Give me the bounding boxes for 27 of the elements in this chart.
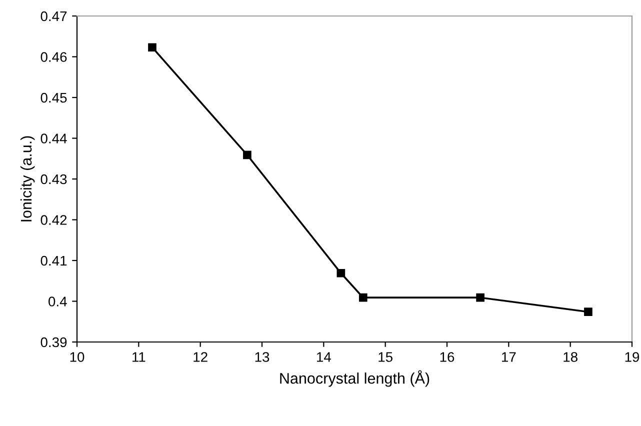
x-tick-label: 17 xyxy=(502,352,516,362)
y-tick-label: 0.39 xyxy=(40,337,67,348)
y-tick-label: 0.4 xyxy=(48,296,67,306)
point xyxy=(336,268,346,278)
y-tick-label: 0.43 xyxy=(40,174,67,184)
y-axis-title: Ionicity (a.u.) xyxy=(20,136,35,222)
x-tick-label: 15 xyxy=(378,352,392,362)
y-tick-label: 0.42 xyxy=(40,215,67,225)
point xyxy=(358,293,368,302)
y-tick-label: 0.41 xyxy=(40,256,67,266)
x-tick-label: 19 xyxy=(625,352,640,362)
y-tick-label: 0.44 xyxy=(40,134,67,144)
x-tick-label: 18 xyxy=(564,352,578,362)
point xyxy=(148,43,156,52)
x-tick-label: 11 xyxy=(132,352,146,362)
x-tick-label: 14 xyxy=(317,352,331,362)
point xyxy=(476,293,484,302)
point xyxy=(243,150,252,160)
x-tick-label: 13 xyxy=(255,352,270,362)
x-axis-title: Nanocrystal length (Å) xyxy=(280,370,430,387)
y-tick-label: 0.47 xyxy=(40,11,67,22)
x-tick-label: 12 xyxy=(194,352,208,362)
point xyxy=(584,308,592,316)
y-tick-label: 0.46 xyxy=(40,52,67,62)
x-tick-label: 16 xyxy=(440,352,454,362)
x-tick-label: 10 xyxy=(70,352,84,362)
y-tick-label: 0.45 xyxy=(40,92,67,103)
